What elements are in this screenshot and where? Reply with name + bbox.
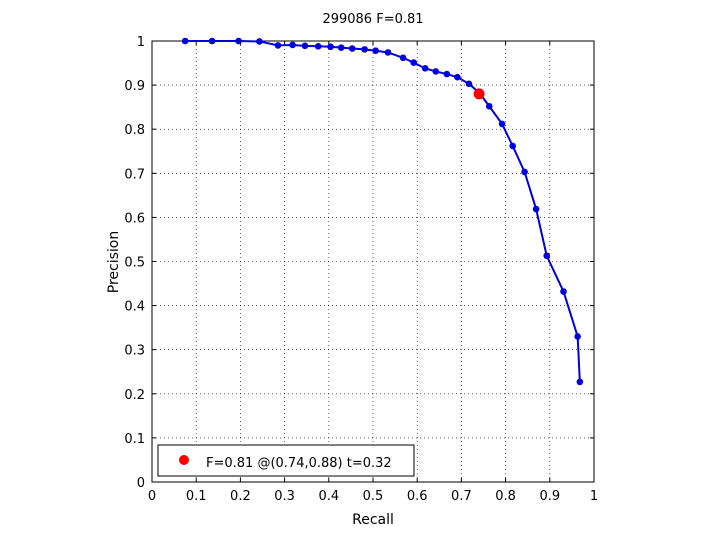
data-point: [327, 43, 334, 51]
x-tick-label: 0.8: [495, 489, 516, 504]
x-axis-label: Recall: [352, 512, 394, 528]
legend-marker: [179, 455, 189, 465]
data-point: [576, 378, 584, 386]
data-point: [181, 37, 189, 45]
x-tick-label: 0.5: [363, 489, 384, 504]
data-point: [274, 42, 282, 49]
x-tick-label: 0.6: [407, 489, 428, 504]
data-point: [301, 42, 309, 50]
data-point: [443, 70, 451, 78]
y-tick-labels: 0 0.1 0.2 0.3 0.4 0.5 0.6 0.7 0.8 0.9 1: [124, 35, 145, 491]
data-point: [256, 38, 263, 45]
data-point: [498, 120, 506, 128]
y-tick-label: 0.5: [124, 256, 145, 271]
data-point: [337, 44, 345, 51]
y-axis-label: Precision: [106, 231, 122, 293]
data-point: [532, 205, 540, 213]
chart-title: 299086 F=0.81: [322, 12, 423, 27]
x-tick-label: 0.1: [186, 489, 207, 504]
x-tick-label: 0: [148, 489, 156, 504]
highlight-layer: [473, 88, 485, 100]
data-point: [560, 288, 567, 295]
data-point: [465, 80, 473, 88]
data-point: [208, 37, 216, 45]
legend-box: [157, 444, 415, 477]
x-tick-labels: 0 0.1 0.2 0.3 0.4 0.5 0.6 0.7 0.8 0.9 1: [148, 489, 598, 504]
y-tick-label: 0.3: [124, 344, 145, 359]
x-tick-label: 0.4: [318, 489, 339, 504]
y-tick-label: 0.1: [124, 432, 145, 447]
data-point: [543, 252, 551, 260]
data-point: [314, 42, 322, 50]
y-tick-label: 0.8: [124, 123, 145, 138]
data-point: [372, 47, 379, 55]
y-tick-label: 0.6: [124, 211, 145, 226]
legend: F=0.81 @(0.74,0.88) t=0.32: [157, 444, 415, 477]
legend-label: F=0.81 @(0.74,0.88) t=0.32: [206, 456, 392, 471]
max-f-point: [473, 88, 485, 100]
data-point: [454, 73, 461, 81]
x-tick-label: 1: [590, 489, 598, 504]
grid-lines: [152, 41, 594, 482]
y-tick-label: 0.7: [124, 167, 145, 182]
x-tick-label: 0.9: [539, 489, 560, 504]
data-point: [574, 333, 581, 340]
data-point: [410, 59, 417, 66]
axis-ticks: [151, 40, 595, 483]
data-point: [432, 68, 440, 75]
data-point: [485, 102, 493, 110]
x-tick-label: 0.2: [230, 489, 251, 504]
y-tick-label: 0.4: [124, 300, 145, 315]
data-point: [361, 46, 368, 53]
data-point: [348, 45, 356, 52]
data-point: [289, 41, 296, 49]
y-tick-label: 1: [137, 35, 145, 50]
data-point: [521, 168, 528, 176]
x-tick-label: 0.3: [274, 489, 295, 504]
data-point: [399, 54, 407, 62]
data-point: [235, 37, 242, 45]
data-point: [509, 142, 516, 150]
data-point: [421, 65, 429, 72]
data-point: [384, 49, 392, 56]
y-tick-label: 0.9: [124, 79, 145, 94]
y-tick-label: 0.2: [124, 388, 145, 403]
x-tick-label: 0.7: [451, 489, 472, 504]
y-tick-label: 0: [137, 476, 145, 491]
